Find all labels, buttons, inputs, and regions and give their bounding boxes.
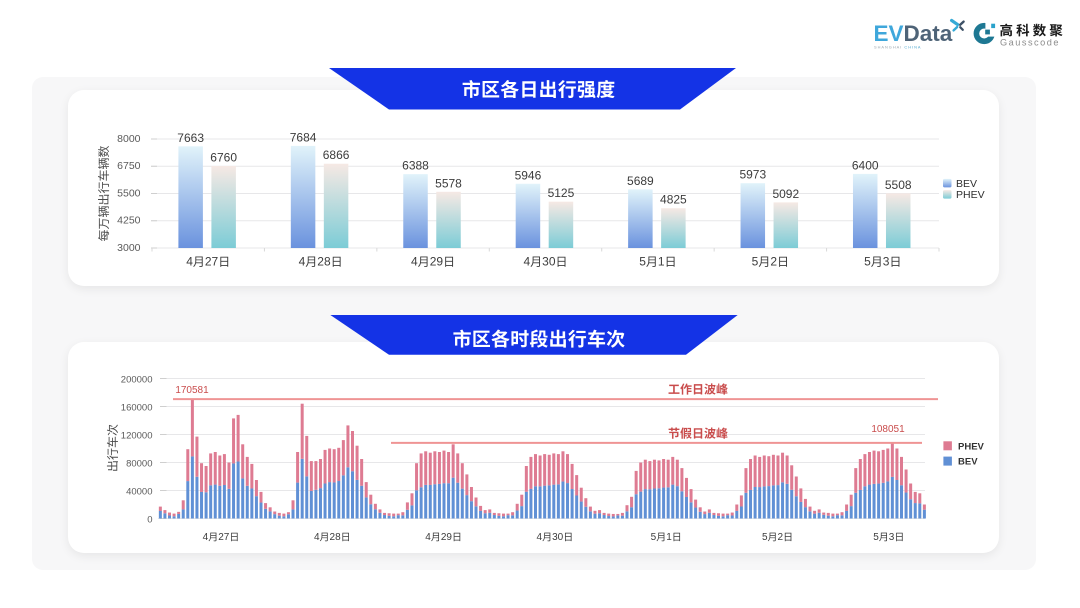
- svg-text:PHEV: PHEV: [958, 441, 985, 452]
- svg-text:5508: 5508: [885, 178, 912, 192]
- svg-text:BEV: BEV: [956, 178, 977, 190]
- svg-text:6750: 6750: [117, 160, 141, 172]
- svg-text:4: 4: [314, 532, 320, 543]
- svg-text:5500: 5500: [117, 187, 141, 199]
- svg-text:30: 30: [542, 255, 556, 269]
- svg-text:6388: 6388: [402, 159, 429, 173]
- svg-text:170581: 170581: [175, 385, 209, 396]
- svg-text:29: 29: [430, 255, 444, 269]
- svg-text:Gausscode: Gausscode: [1000, 37, 1060, 47]
- svg-text:1: 1: [658, 255, 665, 269]
- svg-text:4: 4: [299, 255, 306, 269]
- svg-text:30: 30: [552, 532, 564, 543]
- svg-text:4: 4: [411, 255, 418, 269]
- svg-text:4: 4: [523, 255, 530, 269]
- svg-text:5946: 5946: [515, 168, 542, 182]
- svg-text:27: 27: [218, 532, 230, 543]
- svg-text:2: 2: [770, 255, 777, 269]
- svg-text:5973: 5973: [739, 168, 766, 182]
- svg-text:28: 28: [330, 532, 342, 543]
- svg-text:6866: 6866: [323, 148, 350, 162]
- svg-text:3000: 3000: [117, 242, 141, 254]
- svg-text:2: 2: [778, 532, 784, 543]
- svg-text:7684: 7684: [290, 130, 317, 144]
- svg-text:5: 5: [651, 532, 657, 543]
- svg-text:4: 4: [425, 532, 431, 543]
- svg-text:5: 5: [639, 255, 646, 269]
- svg-text:40000: 40000: [126, 487, 152, 498]
- svg-text:5125: 5125: [548, 186, 575, 200]
- svg-text:4: 4: [203, 532, 209, 543]
- svg-text:5: 5: [873, 532, 879, 543]
- svg-text:PHEV: PHEV: [956, 189, 985, 201]
- svg-text:5: 5: [762, 532, 768, 543]
- svg-text:27: 27: [205, 255, 219, 269]
- svg-text:4: 4: [186, 255, 193, 269]
- svg-text:160000: 160000: [121, 403, 153, 414]
- svg-text:6400: 6400: [852, 158, 879, 172]
- svg-text:200000: 200000: [121, 375, 153, 386]
- svg-text:8000: 8000: [117, 133, 141, 145]
- svg-text:5578: 5578: [435, 176, 462, 190]
- svg-text:5: 5: [752, 255, 759, 269]
- svg-text:SHANGHAI CHINA: SHANGHAI CHINA: [874, 45, 922, 50]
- svg-text:4250: 4250: [117, 215, 141, 227]
- svg-text:5: 5: [864, 255, 871, 269]
- svg-text:4825: 4825: [660, 193, 687, 207]
- svg-text:1: 1: [666, 532, 672, 543]
- svg-text:120000: 120000: [121, 431, 153, 442]
- svg-text:EVData: EVData: [874, 21, 953, 46]
- svg-text:3: 3: [889, 532, 895, 543]
- svg-text:5092: 5092: [772, 187, 799, 201]
- svg-text:5689: 5689: [627, 174, 654, 188]
- svg-text:29: 29: [441, 532, 453, 543]
- svg-text:7663: 7663: [177, 131, 204, 145]
- svg-text:80000: 80000: [126, 459, 152, 470]
- svg-text:4: 4: [537, 532, 543, 543]
- svg-text:108051: 108051: [871, 424, 905, 435]
- svg-text:6760: 6760: [210, 151, 237, 165]
- svg-text:0: 0: [147, 515, 152, 526]
- svg-text:BEV: BEV: [958, 457, 978, 468]
- svg-text:28: 28: [317, 255, 331, 269]
- svg-text:3: 3: [883, 255, 890, 269]
